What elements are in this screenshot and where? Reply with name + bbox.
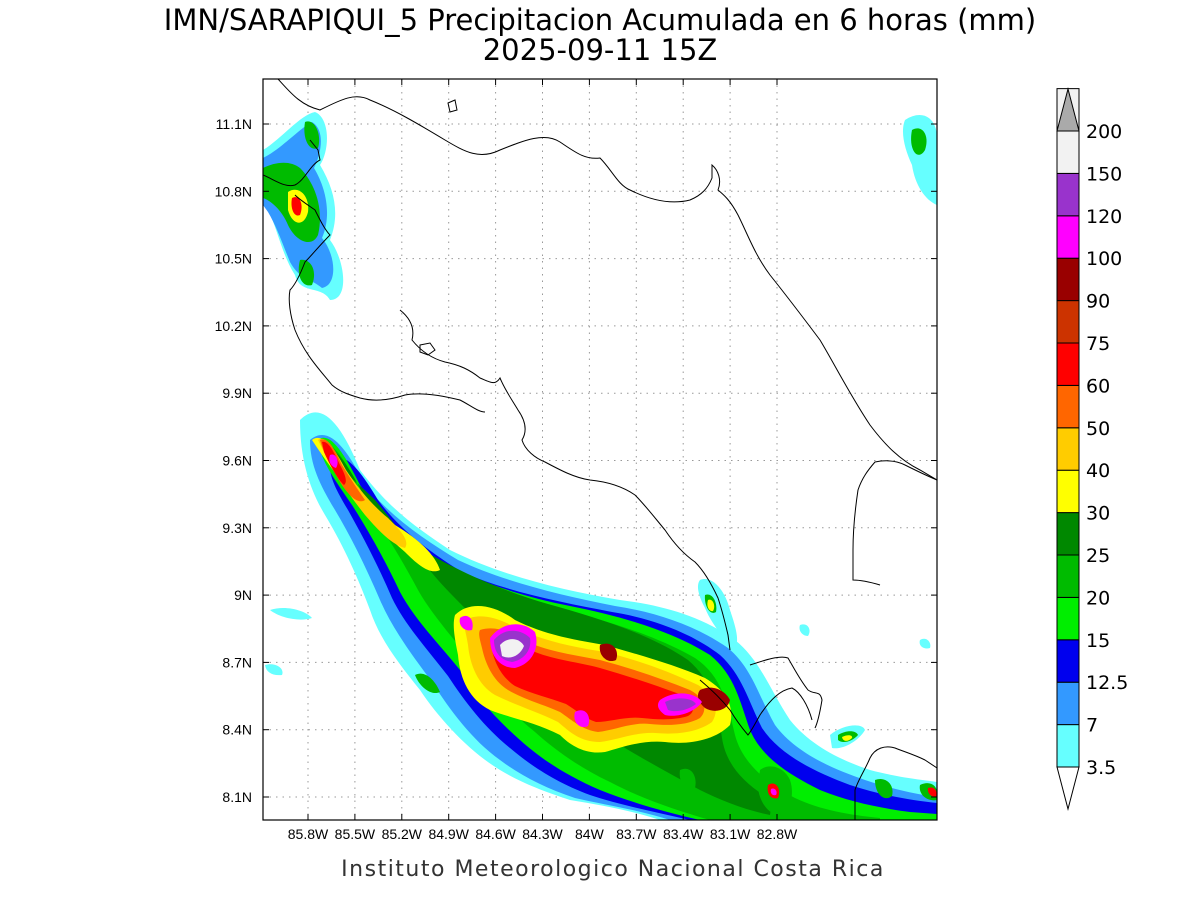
map-frame [262,78,938,821]
lon-tick-label: 85.2W [382,826,423,842]
lat-tick-label: 11.1N [216,116,252,132]
colorbar-swatch [1056,172,1080,217]
coastline-north [277,79,937,481]
precipitation-field [263,112,937,820]
map-content [263,79,937,820]
lat-tick-label: 9.6N [222,453,252,469]
coastline-northwest [263,139,486,413]
coastline-east [852,460,937,586]
colorbar-label: 200 [1086,121,1122,143]
precip-south-cells [679,766,937,815]
colorbar-label: 3.5 [1086,757,1116,779]
lat-tick-label: 10.5N [215,251,252,267]
lon-tick-label: 83.1W [710,826,751,842]
lon-tick-label: 83.4W [663,826,704,842]
colorbar-label: 15 [1086,630,1110,652]
colorbar-label: 7 [1086,715,1098,737]
colorbar-label: 30 [1086,503,1110,525]
lat-tick-label: 9N [234,587,252,603]
colorbar-label: 60 [1086,375,1110,397]
colorbar-swatch [1056,384,1080,429]
colorbar-swatch [1056,681,1080,726]
precip-cell-isolated [265,579,931,749]
colorbar-label: 120 [1086,206,1122,228]
colorbar-label: 100 [1086,248,1122,270]
colorbar-swatch [1056,427,1080,471]
precip-band-purple [494,630,696,712]
longitude-ticks: 85.8W 85.5W 85.2W 84.9W 84.6W 84.3W 84W 83.7W 83… [288,79,798,842]
lat-tick-label: 8.7N [222,654,252,670]
lon-tick-label: 85.8W [288,826,329,842]
lon-tick-label: 82.8W [757,826,798,842]
colorbar-lower-triangle [1056,766,1080,811]
colorbar-swatch [1056,215,1080,259]
lat-tick-label: 8.4N [222,722,252,738]
colorbar-label: 150 [1086,163,1122,185]
island-1 [447,99,458,113]
map-subtitle: 2025-09-11 15Z [483,33,718,67]
lon-tick-label: 83.7W [616,826,657,842]
coastlines [263,79,937,820]
colorbar-swatch [1056,596,1080,641]
lon-tick-label: 84.6W [475,826,516,842]
precip-south-cells-magenta [770,788,777,796]
lon-tick-label: 84W [575,826,605,842]
latitude-ticks: 11.1N 10.8N 10.5N 10.2N 9.9N 9.6N 9.3N 9N 8.7N 8.… [215,116,937,805]
precip-ne-cell-green [911,128,927,155]
colorbar-swatch [1056,554,1080,598]
colorbar-label: 25 [1086,545,1110,567]
colorbar-swatch [1056,724,1080,768]
precip-north-red [291,197,302,216]
colorbar-label: 40 [1086,460,1110,482]
island-2 [419,342,436,356]
colorbar-label: 20 [1086,587,1110,609]
colorbar-label: 12.5 [1086,672,1128,694]
lon-tick-label: 84.3W [522,826,563,842]
coastline-gulf [399,309,731,651]
coastline-south [699,679,813,736]
map-title: IMN/SARAPIQUI_5 Precipitacion Acumulada … [164,3,1036,37]
colorbar-swatch [1056,300,1080,344]
coastline-panama [749,656,937,820]
lat-tick-label: 8.1N [222,789,252,805]
lat-tick-label: 9.3N [222,520,252,536]
colorbar: 3.5 7 12.5 15 20 25 30 40 50 60 75 90 100 120 150 200 [1056,87,1128,811]
lat-tick-label: 10.2N [215,318,252,334]
institution-footer: Instituto Meteorologico Nacional Costa R… [341,857,885,882]
precip-band-white [500,639,524,658]
colorbar-swatch [1056,130,1080,174]
colorbar-upper-triangle [1056,87,1080,132]
colorbar-swatch [1056,257,1080,302]
colorbar-swatch [1056,639,1080,683]
colorbar-label: 75 [1086,333,1110,355]
lat-tick-label: 9.9N [222,385,252,401]
lat-tick-label: 10.8N [215,183,252,199]
colorbar-label: 90 [1086,291,1110,313]
lon-tick-label: 84.9W [428,826,469,842]
precip-band-magenta [329,454,702,728]
lon-tick-label: 85.5W [335,826,376,842]
precip-band-darkred [599,643,730,711]
colorbar-swatch [1056,469,1080,514]
colorbar-swatch [1056,512,1080,556]
colorbar-label: 50 [1086,418,1110,440]
colorbar-swatch [1056,342,1080,386]
